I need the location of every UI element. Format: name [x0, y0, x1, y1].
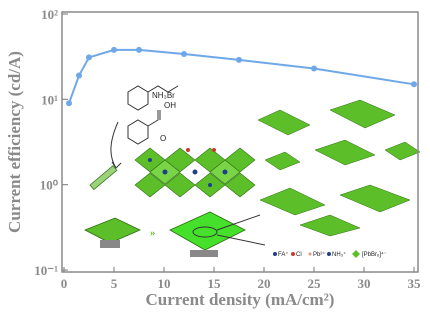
y-axis-label: Current efficiency (cd/A) [5, 51, 24, 233]
x-axis-label: Current density (mA/cm²) [146, 290, 335, 309]
point [76, 73, 82, 79]
x-tick-label: 0 [61, 276, 68, 291]
x-tick-label: 25 [308, 276, 322, 291]
legend-label: Cl [296, 252, 302, 258]
chart: » NH₃Br OH O FA⁺ Cl Pb²⁺ NH₃⁺ [PbBr₆]⁴⁻ … [0, 0, 430, 313]
legend-label: FA⁺ [278, 251, 289, 258]
y-tick-label: 10¹ [41, 92, 58, 107]
x-tick-label: 30 [358, 276, 371, 291]
legend-label: NH₃⁺ [332, 251, 346, 258]
y-tick-label: 10² [41, 7, 58, 22]
x-tick-label: 20 [258, 276, 271, 291]
point [136, 47, 142, 53]
x-tick-label: 10 [158, 276, 171, 291]
y-tick-label: 10⁰ [40, 178, 59, 193]
legend-label: [PbBr₆]⁴⁻ [362, 251, 387, 258]
point [411, 81, 417, 87]
x-tick-label: 15 [208, 276, 222, 291]
x-tick-label: 35 [408, 276, 422, 291]
illustration: » [85, 86, 420, 258]
point [236, 57, 242, 63]
annotation: O [160, 134, 166, 143]
point [111, 47, 117, 53]
legend-label: Pb²⁺ [313, 251, 326, 258]
point [311, 65, 317, 71]
point [86, 54, 92, 60]
x-tick-label: 5 [111, 276, 118, 291]
annotation: NH₃Br [152, 91, 175, 100]
line [69, 50, 414, 103]
svg-text:»: » [150, 227, 156, 239]
annotation: OH [164, 101, 176, 110]
y-tick-label: 10⁻¹ [34, 263, 58, 278]
point [66, 100, 72, 106]
point [181, 51, 187, 57]
